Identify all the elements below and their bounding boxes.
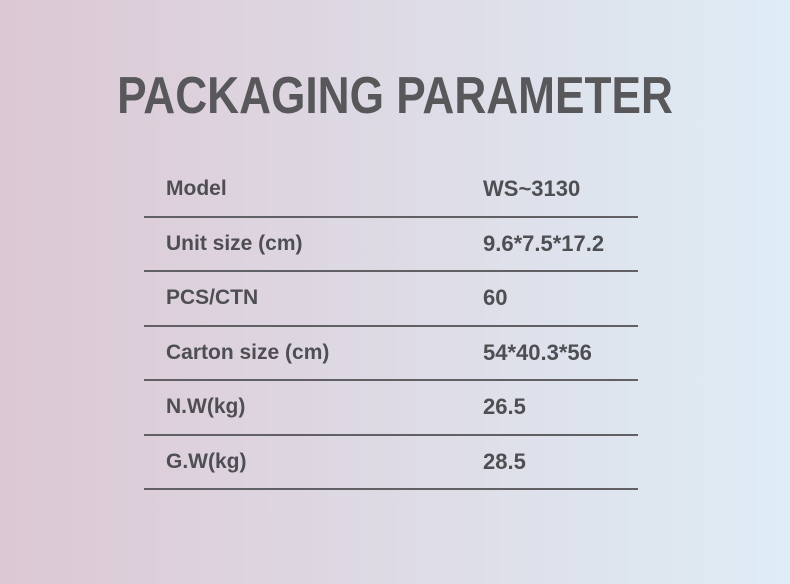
page-title: PACKAGING PARAMETER — [117, 67, 673, 125]
row-value: 26.5 — [483, 394, 526, 420]
row-label: G.W(kg) — [166, 449, 247, 473]
table-row: Model WS~3130 — [144, 163, 638, 218]
row-value: 54*40.3*56 — [483, 339, 592, 365]
packaging-spec-table: Model WS~3130 Unit size (cm) 9.6*7.5*17.… — [144, 163, 638, 490]
table-row: PCS/CTN 60 — [144, 272, 638, 327]
row-label: PCS/CTN — [166, 286, 259, 310]
row-value: WS~3130 — [483, 176, 581, 202]
row-value: 9.6*7.5*17.2 — [483, 230, 605, 256]
row-label: Model — [166, 177, 227, 201]
row-label: Unit size (cm) — [166, 231, 303, 255]
table-row: N.W(kg) 26.5 — [144, 381, 638, 436]
row-value: 60 — [483, 285, 508, 311]
row-value: 28.5 — [483, 448, 526, 474]
table-row: Carton size (cm) 54*40.3*56 — [144, 327, 638, 381]
row-label: Carton size (cm) — [166, 340, 330, 364]
row-label: N.W(kg) — [166, 395, 246, 419]
table-row: Unit size (cm) 9.6*7.5*17.2 — [144, 218, 638, 272]
table-row: G.W(kg) 28.5 — [144, 436, 638, 490]
